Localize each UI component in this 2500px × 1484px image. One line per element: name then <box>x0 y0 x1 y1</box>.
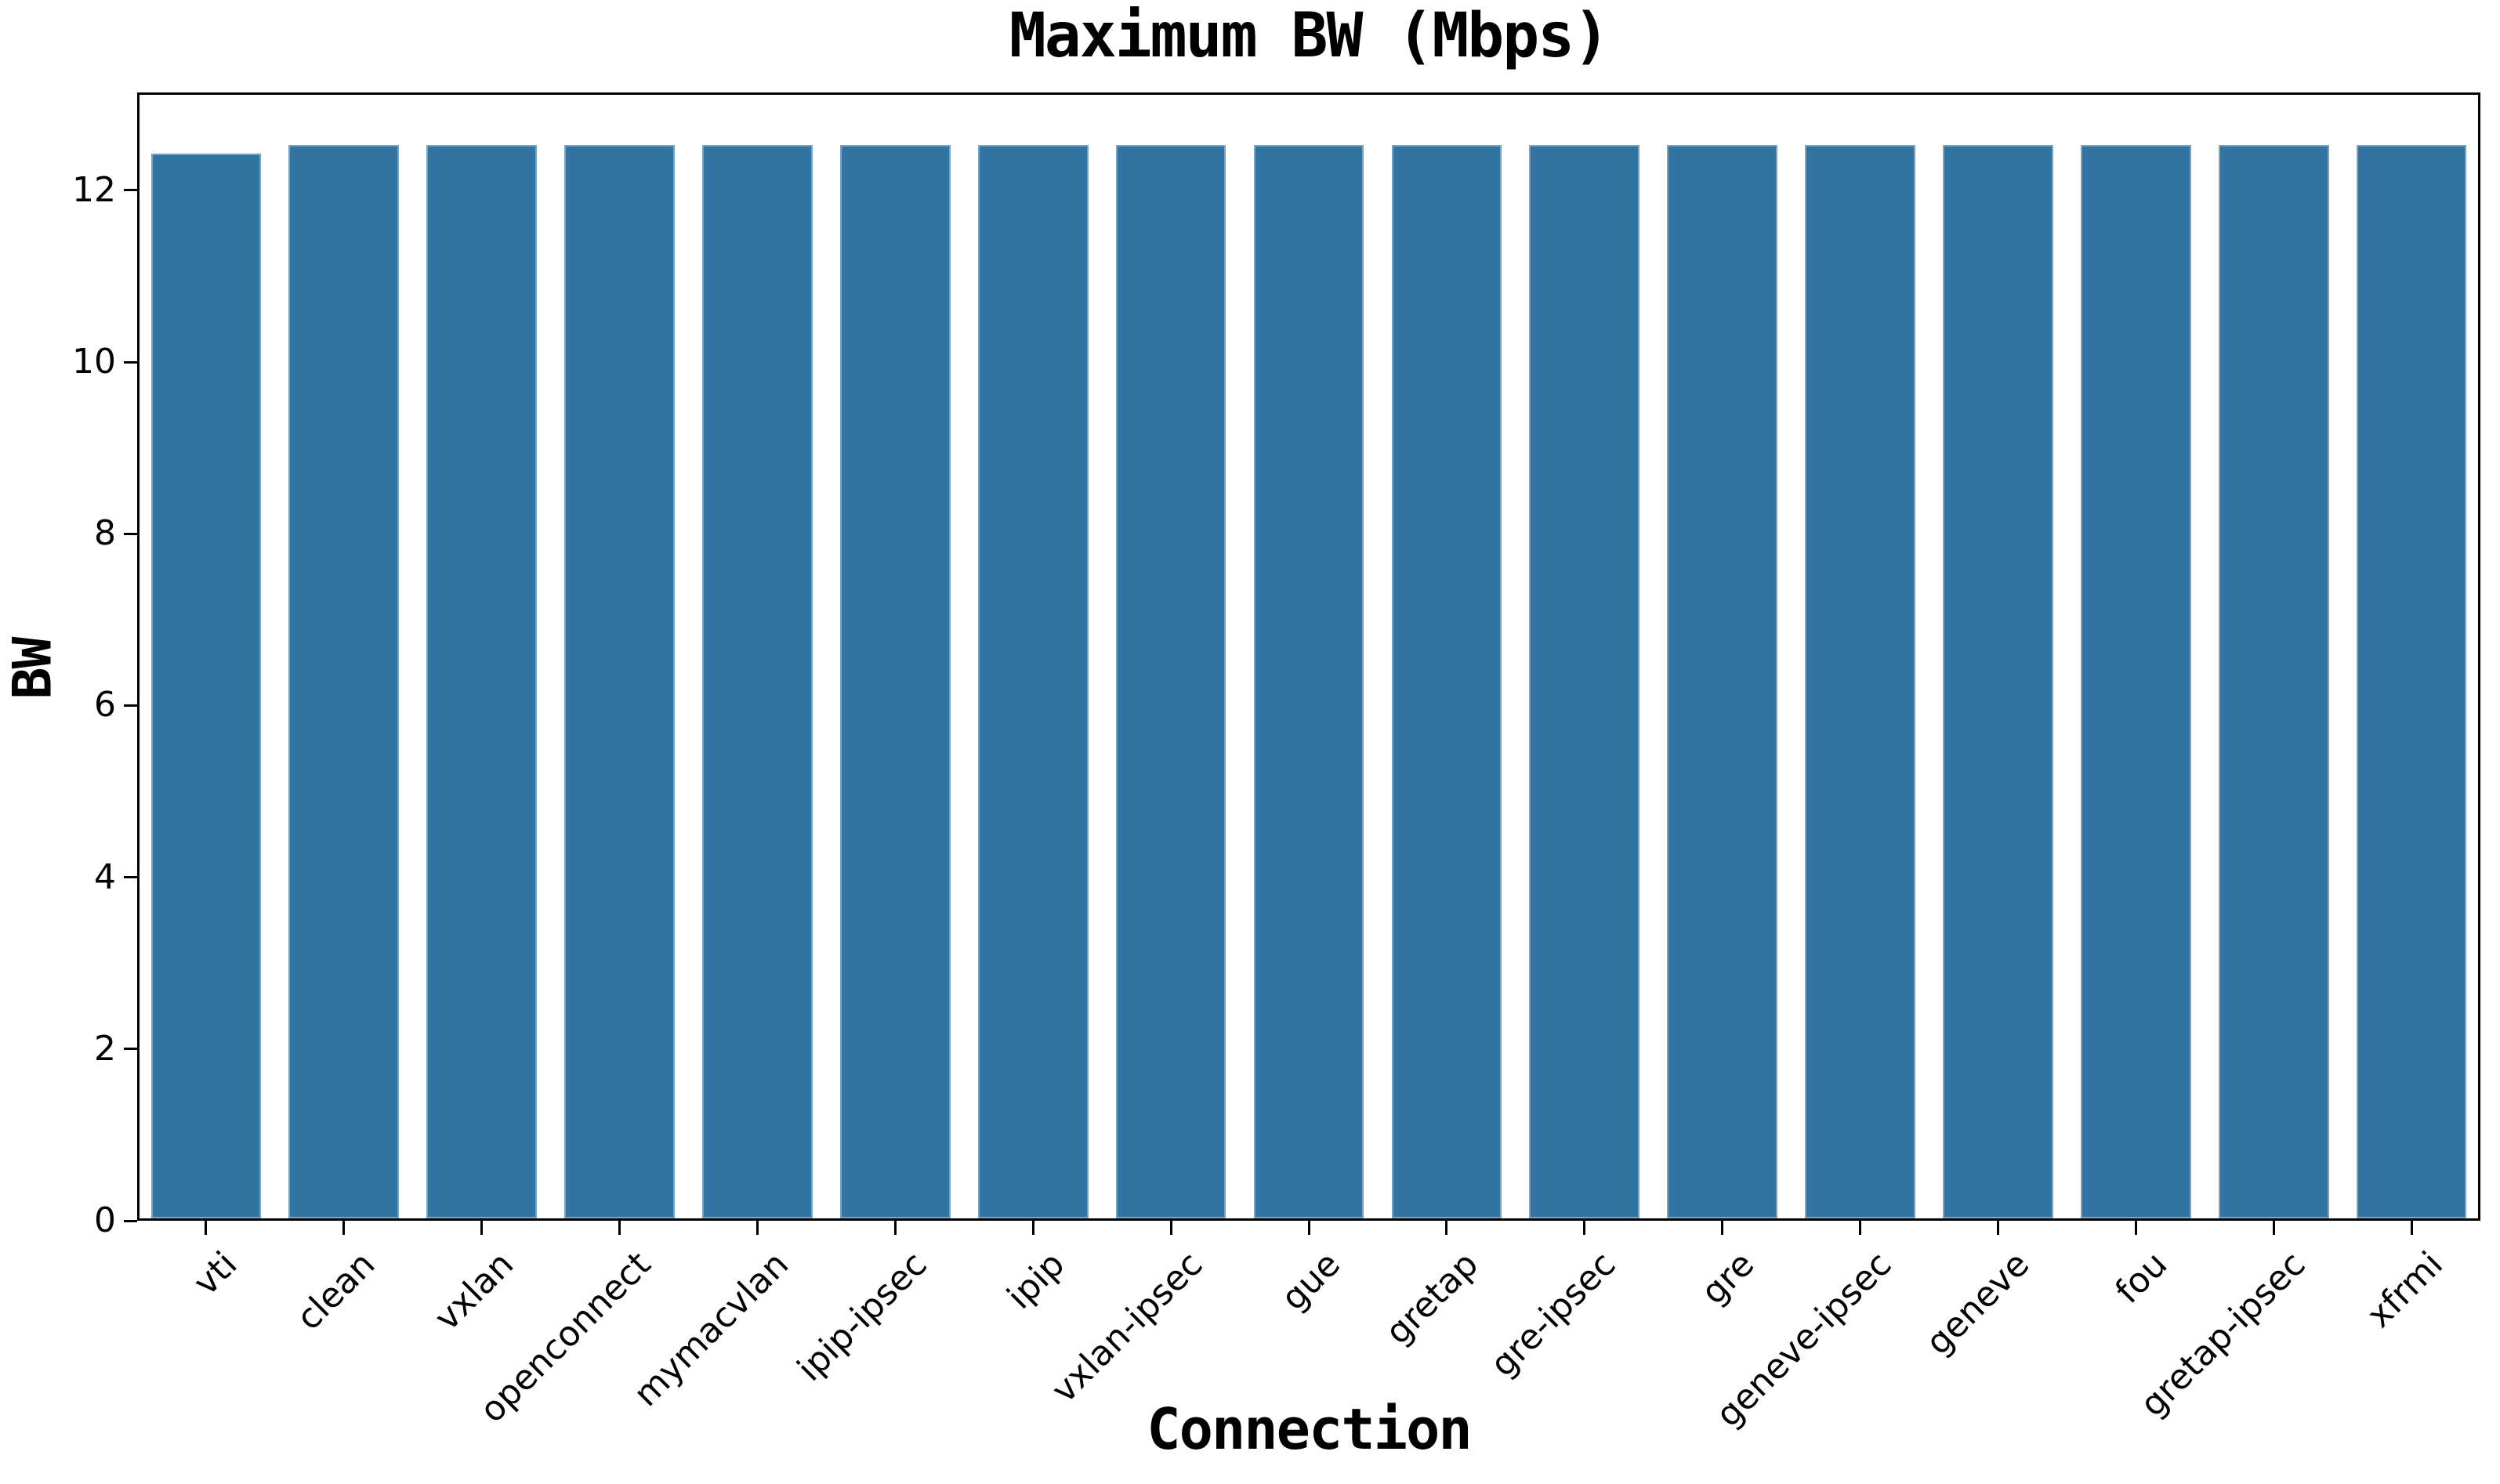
chart-title: Maximum BW (Mbps) <box>1009 1 1610 71</box>
bar-xfrmi <box>2356 145 2467 1218</box>
y-tick-mark <box>124 876 137 879</box>
bar-gretap-ipsec <box>2218 145 2329 1218</box>
x-tick-mark <box>1859 1221 1862 1235</box>
y-tick-mark <box>124 360 137 364</box>
x-tick-mark <box>1583 1221 1586 1235</box>
bar-geneve-ipsec <box>1805 145 1915 1218</box>
bar-ipip <box>977 145 1089 1218</box>
y-axis-label: BW <box>2 638 64 700</box>
bar-vti <box>150 154 262 1218</box>
y-tick-label: 8 <box>94 513 116 554</box>
x-tick-mark <box>618 1221 621 1235</box>
plot-area <box>137 92 2480 1221</box>
x-tick-mark <box>1445 1221 1448 1235</box>
y-tick-mark <box>124 532 137 535</box>
y-tick-label: 12 <box>72 169 116 210</box>
x-tick-label: fou <box>2107 1244 2176 1312</box>
x-tick-mark <box>893 1221 897 1235</box>
x-tick-mark <box>2272 1221 2275 1235</box>
y-tick-mark <box>124 704 137 707</box>
bar-vxlan <box>426 145 538 1218</box>
x-tick-mark <box>205 1221 208 1235</box>
bar-gre-ipsec <box>1529 145 1640 1218</box>
y-tick-label: 6 <box>94 685 116 726</box>
x-tick-label: xfrmi <box>2359 1244 2451 1336</box>
x-tick-label: gre-ipsec <box>1483 1244 1624 1385</box>
y-tick-label: 4 <box>94 856 116 897</box>
x-tick-mark <box>342 1221 346 1235</box>
x-tick-label: vti <box>186 1244 245 1304</box>
bar-ipip-ipsec <box>840 145 951 1218</box>
bar-mymacvlan <box>702 145 813 1218</box>
x-tick-mark <box>1169 1221 1172 1235</box>
y-tick-mark <box>124 1048 137 1051</box>
bar-gre <box>1667 145 1777 1218</box>
x-tick-label: ipip-ipsec <box>789 1244 935 1389</box>
x-tick-label: vxlan <box>426 1244 521 1339</box>
bar-geneve <box>1943 145 2053 1218</box>
x-axis-label: Connection <box>1147 1396 1472 1462</box>
x-tick-mark <box>1721 1221 1724 1235</box>
x-tick-label: gre <box>1693 1244 1762 1313</box>
x-tick-mark <box>755 1221 759 1235</box>
x-tick-label: ipip <box>999 1244 1073 1317</box>
x-tick-label: gue <box>1274 1244 1349 1319</box>
y-tick-label: 10 <box>72 342 116 382</box>
x-tick-mark <box>1996 1221 1999 1235</box>
bar-fou <box>2080 145 2191 1218</box>
x-tick-mark <box>2134 1221 2137 1235</box>
bar-gue <box>1253 145 1364 1218</box>
y-tick-label: 2 <box>94 1028 116 1069</box>
bar-openconnect <box>564 145 675 1218</box>
x-tick-mark <box>1307 1221 1310 1235</box>
y-tick-mark <box>124 1219 137 1222</box>
bar-clean <box>288 145 400 1218</box>
y-tick-mark <box>124 189 137 192</box>
y-tick-label: 0 <box>94 1200 116 1240</box>
x-tick-label: gretap <box>1377 1244 1486 1353</box>
bar-vxlan-ipsec <box>1115 145 1226 1218</box>
x-tick-mark <box>2410 1221 2413 1235</box>
x-tick-mark <box>1031 1221 1034 1235</box>
x-tick-label: clean <box>289 1244 383 1338</box>
x-tick-mark <box>480 1221 484 1235</box>
bar-gretap <box>1391 145 1502 1218</box>
x-tick-label: geneve <box>1918 1244 2038 1363</box>
